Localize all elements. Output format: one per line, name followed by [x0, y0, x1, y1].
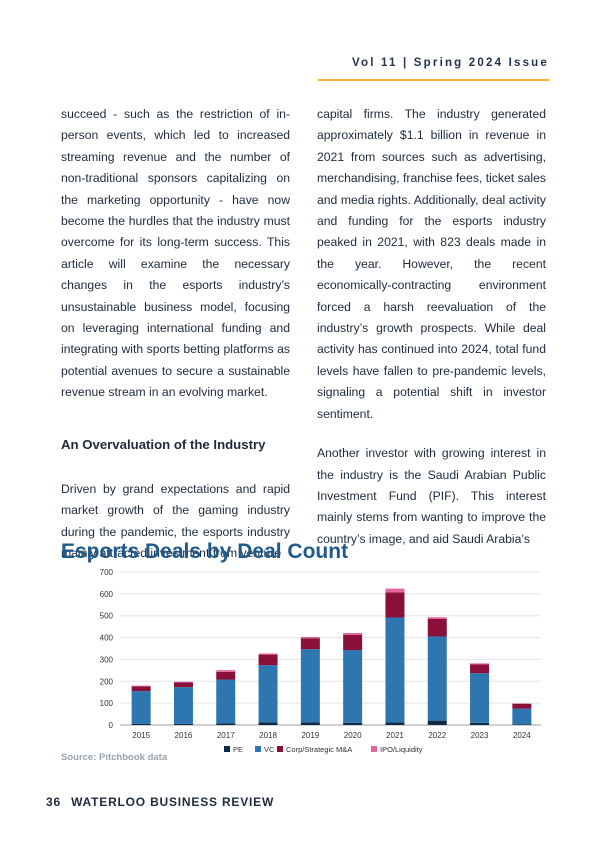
bar-segment [216, 671, 236, 680]
right-paragraph-2: Another investor with growing interest i… [317, 446, 546, 546]
bar-segment [512, 724, 532, 725]
left-paragraph-2: Driven by grand expectations and rapid m… [61, 481, 290, 560]
bar-segment [512, 703, 532, 709]
legend-swatch [277, 746, 283, 752]
bar-segment [258, 654, 278, 666]
bar-segment [470, 664, 490, 674]
bar-segment [216, 679, 236, 724]
chart-title: Esports Deals by Deal Count [61, 540, 349, 563]
bar-segment [427, 636, 447, 721]
x-tick-label: 2023 [471, 731, 489, 740]
bar-segment [173, 682, 193, 688]
bar-segment [512, 708, 532, 725]
y-tick-label: 600 [100, 590, 114, 599]
y-tick-label: 300 [100, 655, 114, 664]
x-tick-label: 2019 [301, 731, 319, 740]
bar-segment [385, 722, 405, 725]
bar-segment [385, 588, 405, 593]
chart-source: Source: Pitchbook data [61, 752, 168, 763]
bar-segment [470, 663, 490, 665]
header-rule [318, 79, 549, 81]
chart-legend: PE VC Corp/Strategic M&A IPO/Liquidity [224, 745, 423, 754]
bar-segment [173, 687, 193, 724]
bar-segment [258, 665, 278, 723]
y-axis-ticks: 0 100 200 300 400 500 600 700 [100, 568, 114, 730]
legend-label: PE [233, 745, 243, 754]
left-paragraph-1: succeed - such as the restriction of in-… [61, 107, 290, 400]
bar-segment [173, 681, 193, 683]
legend-swatch [255, 746, 261, 752]
bar-segment [173, 723, 193, 725]
bar-segment [343, 632, 363, 635]
bar-segment [131, 691, 151, 724]
bar-segment [343, 650, 363, 723]
page-number: 36 [46, 795, 61, 809]
x-tick-label: 2017 [217, 731, 235, 740]
legend-label: VC [264, 745, 275, 754]
right-paragraph-1: capital firms. The industry generated ap… [317, 107, 546, 421]
x-tick-label: 2015 [132, 731, 150, 740]
chart-bars [131, 588, 532, 725]
left-column: succeed - such as the restriction of in-… [61, 104, 290, 564]
y-tick-label: 0 [109, 721, 114, 730]
publication-name: WATERLOO BUSINESS REVIEW [71, 795, 275, 809]
bar-segment [427, 617, 447, 619]
legend-swatch [371, 746, 377, 752]
legend-swatch [224, 746, 230, 752]
y-tick-label: 100 [100, 699, 114, 708]
bar-segment [131, 686, 151, 692]
bar-segment [216, 723, 236, 725]
y-tick-label: 200 [100, 677, 114, 686]
section-heading: An Overvaluation of the Industry [61, 436, 266, 452]
x-tick-label: 2016 [175, 731, 193, 740]
bar-segment [343, 722, 363, 725]
bar-segment [470, 722, 490, 725]
x-axis-ticks: 2015 2016 2017 2018 2019 2020 2021 2022 2023 2024 [132, 731, 531, 740]
x-tick-label: 2024 [513, 731, 531, 740]
issue-label: Vol 11 | Spring 2024 Issue [352, 57, 549, 69]
y-tick-label: 500 [100, 612, 114, 621]
bar-segment [427, 720, 447, 725]
y-tick-label: 400 [100, 634, 114, 643]
bar-segment [427, 618, 447, 637]
bar-segment [300, 636, 320, 639]
bar-segment [385, 592, 405, 618]
bar-segment [470, 673, 490, 723]
bar-segment [300, 722, 320, 725]
bar-segment [258, 653, 278, 655]
bar-segment [385, 617, 405, 723]
x-tick-label: 2020 [344, 731, 362, 740]
legend-label: Corp/Strategic M&A [286, 745, 352, 754]
bar-segment [131, 723, 151, 725]
bar-segment [300, 638, 320, 650]
x-tick-label: 2021 [386, 731, 404, 740]
bar-segment [131, 685, 151, 687]
x-tick-label: 2018 [259, 731, 277, 740]
y-tick-label: 700 [100, 568, 114, 577]
bar-segment [343, 634, 363, 651]
right-column: capital firms. The industry generated ap… [317, 104, 546, 550]
page-footer: 36 WATERLOO BUSINESS REVIEW [46, 795, 274, 809]
bar-segment [300, 649, 320, 723]
bar-segment [258, 722, 278, 725]
legend-label: IPO/Liquidity [380, 745, 423, 754]
x-tick-label: 2022 [428, 731, 446, 740]
bar-segment [216, 670, 236, 672]
